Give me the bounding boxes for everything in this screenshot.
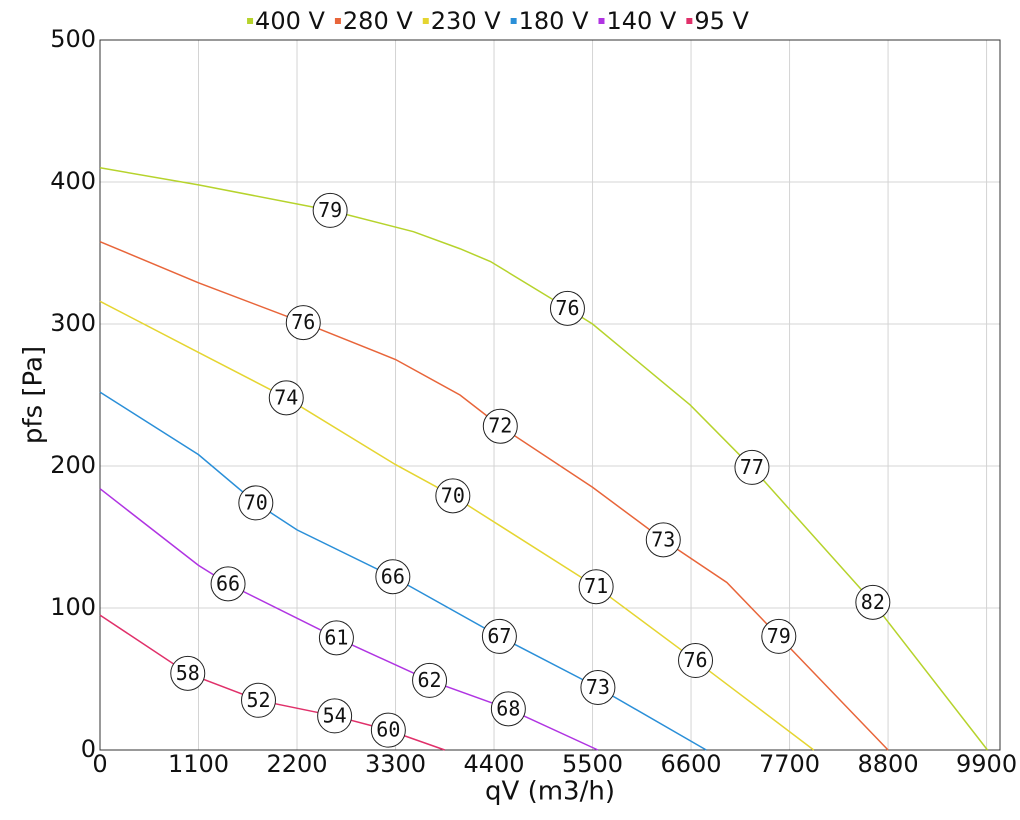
plot-frame	[99, 39, 1001, 751]
marker-circle	[761, 618, 797, 654]
legend-swatch	[598, 18, 605, 24]
series-line	[99, 391, 707, 751]
marker-label: 73	[586, 675, 610, 699]
marker-label: 77	[740, 455, 764, 479]
marker-circle	[210, 566, 246, 602]
marker-circle	[170, 655, 206, 691]
legend-label: 230 V	[431, 7, 501, 35]
marker-circle	[312, 192, 348, 228]
x-tick-label: 1100	[168, 750, 229, 778]
marker-label: 62	[418, 668, 442, 692]
marker-circle	[678, 643, 714, 679]
marker-label: 60	[376, 718, 400, 742]
marker-circle	[241, 682, 277, 718]
marker-circle	[412, 662, 448, 698]
legend: 400 V 280 V 230 V 180 V 140 V 95 V	[247, 7, 750, 35]
y-tick-label: 300	[50, 309, 96, 337]
marker-label: 79	[767, 624, 791, 648]
x-tick-label: 3300	[365, 750, 426, 778]
legend-swatch	[334, 18, 341, 24]
marker-circle	[490, 691, 526, 727]
x-tick-label: 8800	[858, 750, 919, 778]
x-tick-label: 6600	[661, 750, 722, 778]
marker-circle	[580, 670, 616, 706]
marker-label: 66	[216, 571, 240, 595]
marker-circle	[482, 408, 518, 444]
marker-label: 54	[323, 703, 347, 727]
x-tick-label: 2200	[266, 750, 327, 778]
marker-label: 68	[496, 696, 520, 720]
marker-label: 70	[441, 483, 465, 507]
marker-circle	[285, 305, 321, 341]
y-tick-label: 100	[50, 593, 96, 621]
marker-label: 73	[651, 527, 675, 551]
legend-label: 140 V	[606, 7, 676, 35]
marker-circle	[370, 712, 406, 748]
y-tick-label: 200	[50, 451, 96, 479]
x-tick-label: 7700	[759, 750, 820, 778]
x-tick-label: 4400	[463, 750, 524, 778]
marker-label: 82	[861, 590, 885, 614]
marker-circle	[238, 485, 274, 521]
marker-label: 76	[683, 648, 707, 672]
marker-label: 70	[244, 490, 268, 514]
x-tick-label: 9900	[956, 750, 1017, 778]
legend-label: 400 V	[255, 7, 325, 35]
legend-swatch	[510, 18, 517, 24]
marker-label: 58	[176, 661, 200, 685]
legend-swatch	[686, 18, 693, 24]
legend-swatch	[247, 18, 254, 24]
marker-circle	[481, 618, 517, 654]
y-tick-label: 400	[50, 167, 96, 195]
y-tick-label: 0	[81, 735, 96, 763]
marker-circle	[435, 478, 471, 514]
marker-label: 76	[291, 310, 315, 334]
x-tick-label: 0	[92, 750, 107, 778]
marker-circle	[268, 380, 304, 416]
series-line	[99, 300, 815, 751]
marker-label: 67	[487, 624, 511, 648]
marker-label: 74	[274, 385, 298, 409]
marker-circle	[318, 620, 354, 656]
y-axis-title: pfs [Pa]	[19, 346, 49, 444]
legend-swatch	[422, 18, 429, 24]
marker-label: 52	[246, 688, 270, 712]
marker-label: 72	[488, 414, 512, 438]
marker-label: 61	[324, 625, 348, 649]
marker-circle	[855, 584, 891, 620]
x-axis-title: qV (m3/h)	[485, 777, 615, 807]
marker-circle	[734, 449, 770, 485]
marker-circle	[578, 569, 614, 605]
marker-label: 76	[555, 296, 579, 320]
marker-circle	[317, 698, 353, 734]
marker-circle	[375, 559, 411, 595]
marker-label: 66	[381, 564, 405, 588]
marker-circle	[645, 522, 681, 558]
marker-label: 79	[318, 198, 342, 222]
marker-circle	[549, 290, 585, 326]
y-tick-label: 500	[50, 25, 96, 53]
legend-label: 180 V	[519, 7, 589, 35]
legend-label: 280 V	[343, 7, 413, 35]
x-tick-label: 5500	[562, 750, 623, 778]
legend-label: 95 V	[694, 7, 749, 35]
marker-label: 71	[584, 574, 608, 598]
series-line	[99, 167, 989, 751]
